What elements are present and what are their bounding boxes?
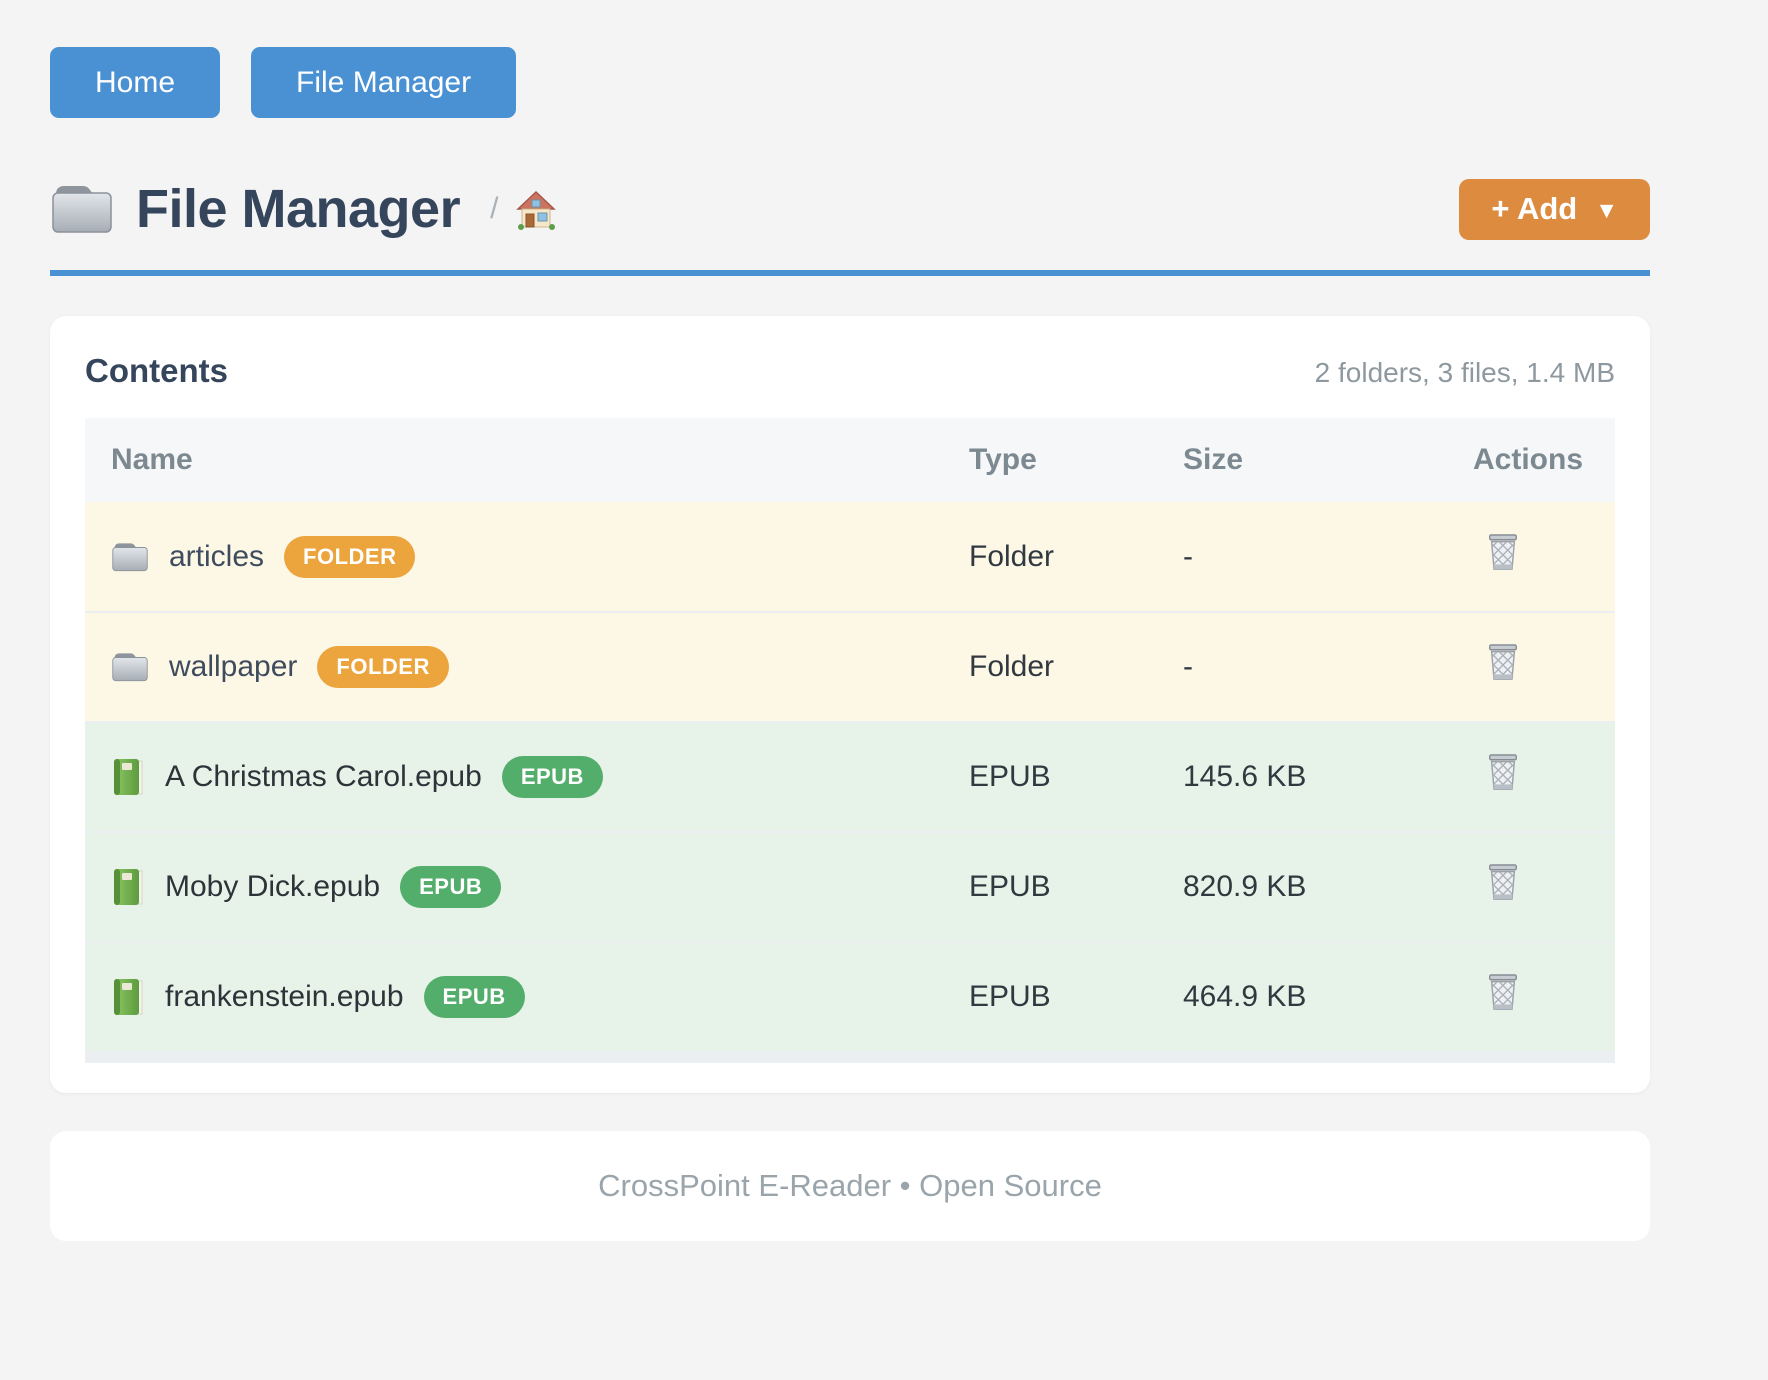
home-button[interactable]: Home: [50, 47, 221, 118]
page: Home File Manager File Manager / + Add ▼: [50, 47, 1650, 1241]
item-size: 145.6 KB: [1182, 722, 1472, 833]
folder-link[interactable]: wallpaper FOLDER: [111, 646, 967, 688]
item-name: articles: [169, 539, 265, 573]
green-book-icon: [113, 978, 143, 1016]
contents-card: Contents 2 folders, 3 files, 1.4 MB Name…: [50, 316, 1650, 1093]
epub-badge: EPUB: [400, 866, 502, 908]
trash-icon: [1485, 972, 1521, 1014]
page-title: File Manager: [136, 179, 461, 239]
table-header-row: Name Type Size Actions: [85, 418, 1615, 502]
add-button[interactable]: + Add ▼: [1459, 178, 1650, 240]
footer: CrossPoint E-Reader • Open Source: [50, 1131, 1650, 1241]
caret-down-icon: ▼: [1595, 196, 1618, 223]
item-size: -: [1182, 502, 1472, 613]
item-size: 820.9 KB: [1182, 832, 1472, 943]
file-manager-button[interactable]: File Manager: [251, 47, 517, 118]
table-row: wallpaper FOLDER Folder -: [85, 612, 1615, 723]
folder-icon: [112, 542, 148, 571]
file-table-wrap: Name Type Size Actions articles FOLDER: [85, 418, 1615, 1063]
add-button-label: + Add: [1491, 191, 1578, 226]
item-name: frankenstein.epub: [165, 980, 404, 1013]
item-name: Moby Dick.epub: [165, 870, 381, 903]
column-header-name: Name: [85, 418, 968, 502]
item-size: -: [1182, 612, 1472, 723]
epub-badge: EPUB: [501, 756, 603, 798]
folder-icon: [52, 185, 112, 233]
delete-button[interactable]: [1473, 862, 1521, 907]
footer-text: CrossPoint E-Reader • Open Source: [598, 1168, 1102, 1203]
folder-icon: [112, 652, 148, 682]
file-table: Name Type Size Actions articles FOLDER: [85, 418, 1615, 1053]
trash-icon: [1485, 752, 1521, 794]
delete-button[interactable]: [1473, 972, 1521, 1017]
top-nav: Home File Manager: [50, 47, 1650, 118]
item-name: wallpaper: [169, 650, 298, 683]
trash-icon: [1485, 532, 1521, 574]
file-link[interactable]: frankenstein.epub EPUB: [111, 976, 967, 1018]
green-book-icon: [113, 758, 143, 796]
item-type: EPUB: [968, 942, 1182, 1053]
file-link[interactable]: Moby Dick.epub EPUB: [111, 866, 967, 908]
table-row: articles FOLDER Folder -: [85, 502, 1615, 613]
table-row: frankenstein.epub EPUB EPUB 464.9 KB: [85, 942, 1615, 1053]
trash-icon: [1485, 862, 1521, 904]
delete-button[interactable]: [1473, 532, 1521, 577]
item-type: EPUB: [968, 722, 1182, 833]
title-divider: [50, 270, 1650, 276]
contents-summary: 2 folders, 3 files, 1.4 MB: [1314, 357, 1615, 388]
column-header-actions: Actions: [1472, 418, 1615, 502]
green-book-icon: [113, 868, 143, 906]
item-type: Folder: [968, 502, 1182, 613]
item-type: Folder: [968, 612, 1182, 723]
title-row: File Manager / + Add ▼: [50, 178, 1650, 240]
column-header-type: Type: [968, 418, 1182, 502]
table-row: Moby Dick.epub EPUB EPUB 820.9 KB: [85, 832, 1615, 943]
house-icon[interactable]: [514, 188, 558, 230]
delete-button[interactable]: [1473, 752, 1521, 797]
folder-link[interactable]: articles FOLDER: [111, 535, 967, 578]
delete-button[interactable]: [1473, 642, 1521, 687]
folder-badge: FOLDER: [284, 535, 416, 578]
contents-title: Contents: [85, 352, 228, 389]
folder-badge: FOLDER: [317, 646, 449, 688]
epub-badge: EPUB: [423, 976, 525, 1018]
item-name: A Christmas Carol.epub: [165, 760, 482, 793]
item-type: EPUB: [968, 832, 1182, 943]
trash-icon: [1485, 642, 1521, 684]
file-link[interactable]: A Christmas Carol.epub EPUB: [111, 756, 967, 798]
column-header-size: Size: [1182, 418, 1472, 502]
item-size: 464.9 KB: [1182, 942, 1472, 1053]
breadcrumb-separator: /: [490, 192, 499, 225]
table-row: A Christmas Carol.epub EPUB EPUB 145.6 K…: [85, 722, 1615, 833]
